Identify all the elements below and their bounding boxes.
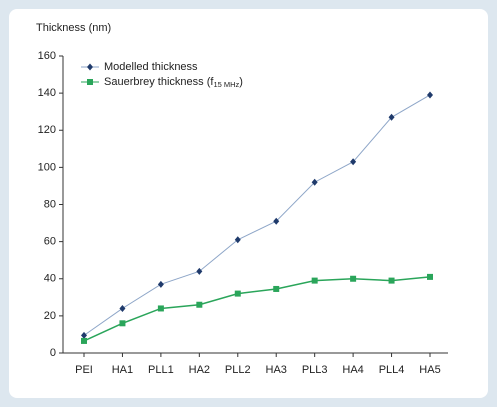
legend-name: Sauerbrey thickness (f [104, 76, 214, 88]
data-point [196, 301, 203, 308]
data-point [273, 285, 280, 292]
data-point [427, 91, 433, 99]
legend-subscript: 15 MHz [213, 80, 239, 89]
legend-marker [87, 79, 93, 85]
legend-suffix: ) [239, 76, 243, 88]
x-tick-label: HA2 [189, 364, 210, 376]
data-point [81, 337, 87, 344]
y-tick-label: 140 [38, 87, 56, 99]
x-tick-label: HA1 [112, 364, 133, 376]
data-point [157, 280, 164, 288]
data-point [311, 178, 318, 186]
x-tick-label: PLL4 [379, 364, 405, 376]
y-axis-label: Thickness (nm) [36, 22, 111, 34]
x-tick-label: PEI [75, 364, 93, 376]
data-point [273, 217, 280, 225]
y-tick-label: 20 [44, 310, 56, 322]
x-tick-label: HA5 [419, 364, 440, 376]
legend-label: Sauerbrey thickness (f15 MHz) [104, 76, 243, 89]
data-point [350, 158, 357, 166]
data-point [388, 277, 395, 284]
y-tick-label: 80 [44, 198, 56, 210]
series-line [83, 94, 431, 336]
data-point [81, 331, 87, 339]
data-point [388, 113, 395, 121]
data-point [350, 275, 357, 282]
data-point [157, 305, 164, 312]
data-point [234, 290, 241, 297]
legend-name: Modelled thickness [104, 61, 198, 73]
x-tick-label: PLL1 [148, 364, 174, 376]
x-tick-label: HA3 [266, 364, 287, 376]
y-tick-label: 160 [38, 50, 56, 62]
legend-label: Modelled thickness [104, 61, 198, 73]
panel [9, 9, 488, 398]
data-point [196, 267, 203, 275]
y-tick-label: 100 [38, 161, 56, 173]
data-point [119, 320, 126, 327]
y-tick-label: 60 [44, 236, 56, 248]
y-tick-label: 120 [38, 124, 56, 136]
data-point [311, 277, 318, 284]
data-point [119, 304, 126, 312]
x-tick-label: PLL2 [225, 364, 251, 376]
legend-marker [87, 63, 93, 71]
series-line [83, 276, 431, 342]
x-tick-label: PLL3 [302, 364, 328, 376]
y-tick-label: 0 [50, 347, 56, 359]
data-point [427, 273, 433, 280]
y-tick-label: 40 [44, 273, 56, 285]
x-tick-label: HA4 [342, 364, 363, 376]
data-point [234, 236, 241, 244]
